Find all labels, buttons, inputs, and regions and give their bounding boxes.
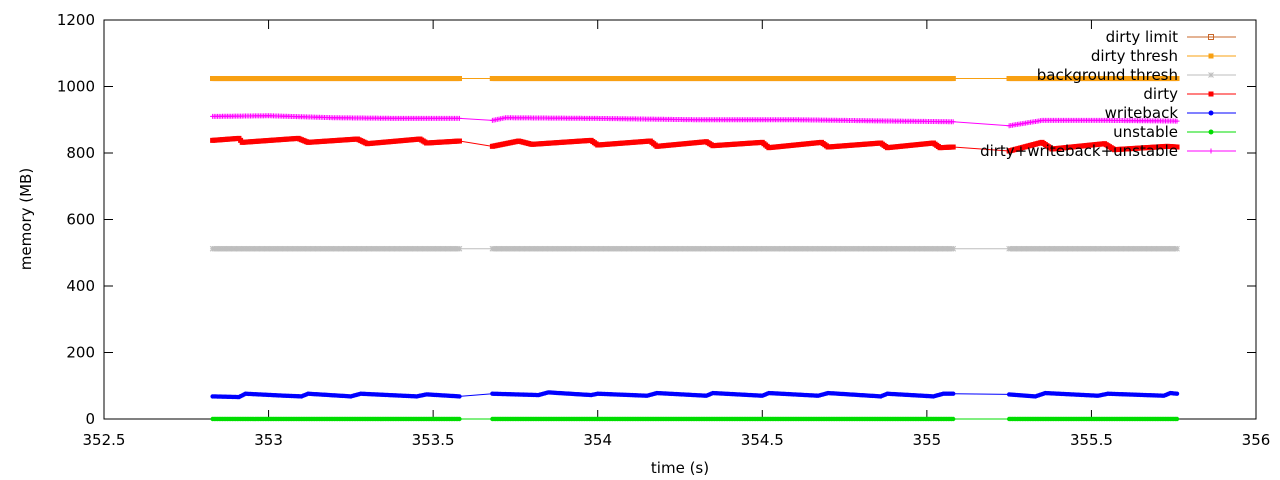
legend-item: dirty: [1143, 85, 1236, 103]
series-background-thresh: [209, 245, 1180, 252]
legend-marker: [1208, 72, 1214, 78]
legend-item: dirty limit: [1106, 28, 1236, 46]
axis-ticks: 352.5 353 353.5 354 354.5 355 355.5 356 0 200 400 6…: [57, 11, 1271, 449]
legend-item: writeback: [1105, 104, 1236, 122]
data-point: [1174, 391, 1180, 396]
y-tick-label: 1000: [57, 78, 95, 96]
legend-marker: [1208, 129, 1214, 135]
series-markers: [210, 135, 1180, 154]
x-tick-label: 352.5: [83, 431, 126, 449]
data-point: [950, 245, 957, 252]
series-markers: [210, 76, 1180, 82]
data-point: [950, 76, 956, 82]
legend-marker: [1208, 91, 1214, 97]
x-tick-label: 354: [583, 431, 612, 449]
series-writeback: [210, 390, 1180, 400]
y-tick-label: 400: [66, 277, 95, 295]
legend-label: writeback: [1105, 104, 1179, 122]
legend-label: dirty: [1143, 85, 1178, 103]
legend-marker: [1208, 148, 1214, 154]
data-point: [456, 138, 462, 144]
legend-marker: [1208, 110, 1214, 116]
legend-label: dirty limit: [1106, 28, 1178, 46]
y-tick-label: 0: [85, 410, 95, 428]
legend-item: dirty thresh: [1091, 47, 1236, 65]
y-tick-label: 800: [66, 144, 95, 162]
x-tick-label: 355: [913, 431, 942, 449]
legend-label: background thresh: [1037, 66, 1178, 84]
data-point: [457, 394, 462, 399]
series-unstable: [210, 416, 1180, 422]
data-point: [950, 119, 956, 125]
legend-marker: [1208, 34, 1214, 40]
legend-item: background thresh: [1037, 66, 1236, 84]
series-markers: [210, 416, 1180, 422]
series-markers: [210, 390, 1180, 400]
data-point: [1174, 76, 1180, 82]
y-axis-title: memory (MB): [17, 168, 35, 270]
x-tick-label: 353: [254, 431, 283, 449]
x-tick-label: 353.5: [412, 431, 455, 449]
data-point: [950, 144, 956, 150]
legend-item: dirty+writeback+unstable: [980, 142, 1236, 160]
y-tick-label: 200: [66, 344, 95, 362]
x-tick-label: 355.5: [1070, 431, 1113, 449]
series-dirty-thresh: [210, 76, 1180, 82]
data-point: [950, 416, 956, 422]
data-point: [457, 416, 462, 422]
data-point: [456, 245, 463, 252]
legend-label: dirty thresh: [1091, 47, 1178, 65]
data-point: [950, 391, 956, 396]
series-layer: [209, 76, 1180, 422]
y-tick-label: 1200: [57, 11, 95, 29]
data-point: [456, 76, 462, 82]
data-point: [456, 115, 462, 121]
x-axis-title: time (s): [651, 459, 709, 477]
legend-label: dirty+writeback+unstable: [980, 142, 1178, 160]
x-tick-label: 356: [1242, 431, 1271, 449]
data-point: [1174, 144, 1180, 150]
x-tick-label: 354.5: [741, 431, 784, 449]
legend-marker: [1208, 53, 1214, 59]
data-point: [1174, 118, 1180, 124]
legend-label: unstable: [1113, 123, 1178, 141]
series-markers: [210, 113, 1180, 129]
y-tick-label: 600: [66, 211, 95, 229]
data-point: [1174, 416, 1180, 422]
series-dirty-writeback-unstable: [210, 113, 1180, 129]
series-markers: [209, 245, 1180, 252]
series-dirty: [210, 135, 1180, 154]
data-point: [1174, 245, 1180, 252]
legend-item: unstable: [1113, 123, 1236, 141]
